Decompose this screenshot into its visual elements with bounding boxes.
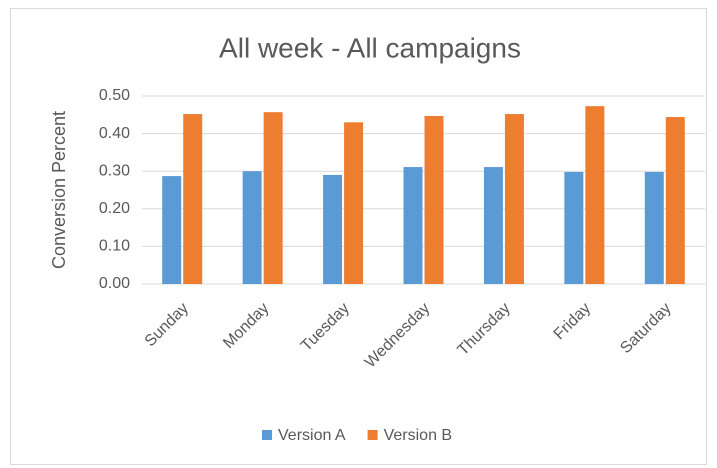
chart-title: All week - All campaigns xyxy=(219,32,521,63)
bar xyxy=(162,176,182,284)
bar xyxy=(504,114,524,284)
y-axis-title: Conversion Percent xyxy=(49,111,69,269)
y-tick-label: 0.00 xyxy=(99,275,130,292)
y-tick-label: 0.40 xyxy=(99,125,130,142)
legend-label: Version B xyxy=(384,427,452,444)
bar xyxy=(344,122,364,284)
legend-label: Version A xyxy=(278,427,346,444)
y-tick-label: 0.50 xyxy=(99,87,130,104)
bar xyxy=(323,174,343,284)
bar xyxy=(585,106,605,284)
bar xyxy=(644,171,664,284)
legend-swatch xyxy=(262,430,272,440)
bar xyxy=(242,171,262,284)
bar xyxy=(403,167,423,284)
bar xyxy=(483,167,503,284)
bar xyxy=(564,171,584,284)
y-tick-label: 0.10 xyxy=(99,238,130,255)
bar xyxy=(183,114,203,284)
bar xyxy=(665,117,685,284)
legend-swatch xyxy=(367,430,378,440)
y-tick-label: 0.20 xyxy=(99,200,130,217)
bar xyxy=(263,112,283,284)
bar xyxy=(424,115,444,284)
y-tick-label: 0.30 xyxy=(99,162,130,179)
